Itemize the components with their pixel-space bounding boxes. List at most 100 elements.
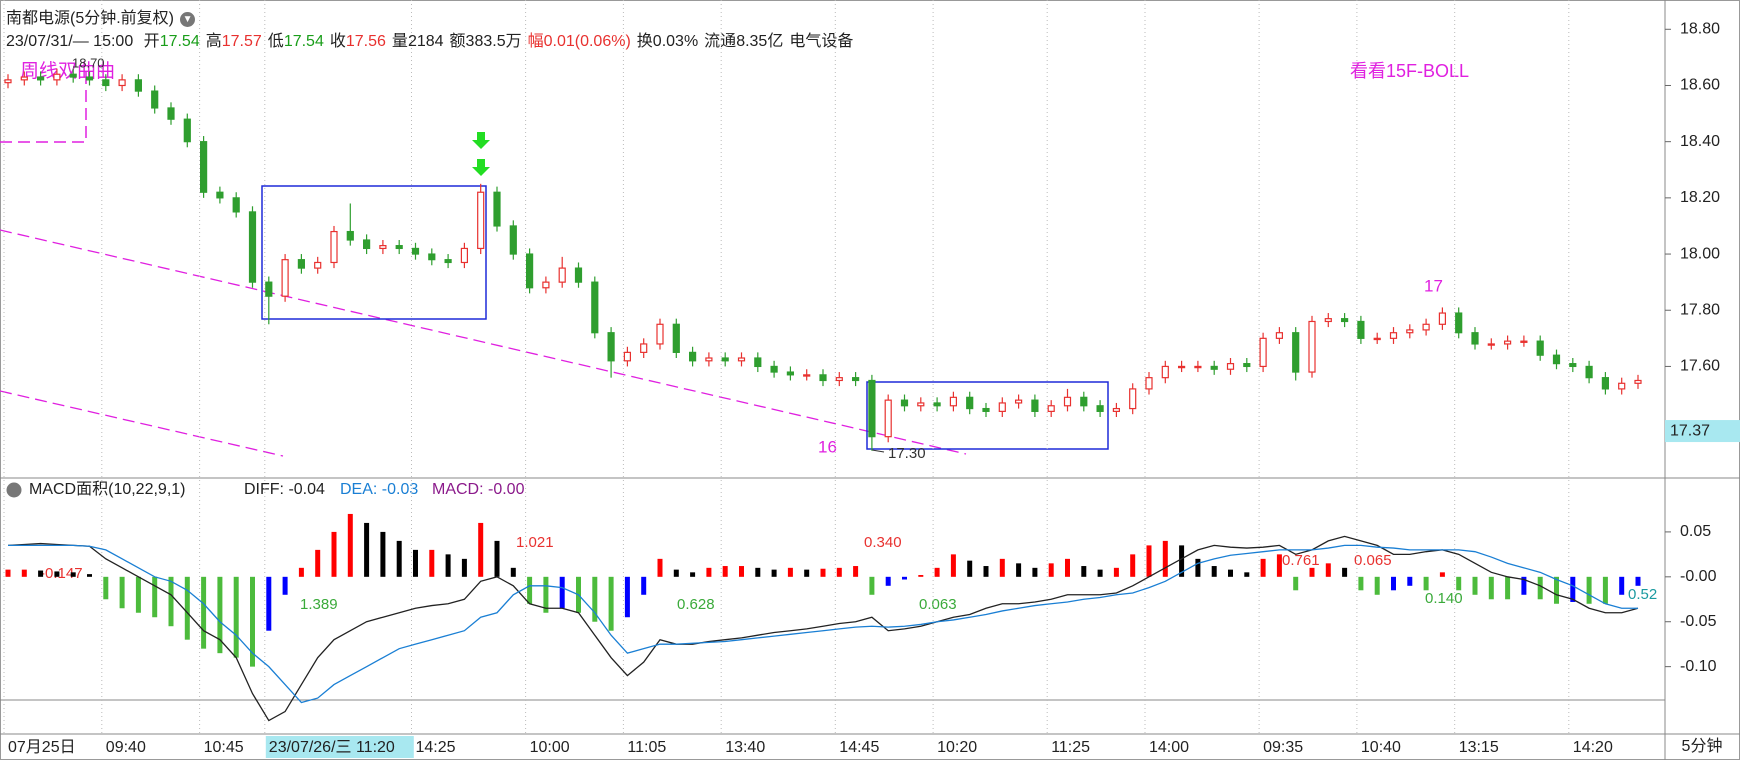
macd-bar [21,569,27,577]
candle-body [1422,323,1430,331]
candle-body [1194,365,1202,369]
macd-bar [902,576,907,580]
candle-body [395,245,403,250]
candle-body [1275,332,1284,339]
candle-body [917,402,925,407]
macd-bar [1081,566,1087,577]
candle-body [265,281,273,297]
quote-value: 17.54 [159,33,200,50]
macd-bar [1391,576,1396,591]
candle-body [574,267,583,283]
candle-body [346,230,354,241]
area-label: -0.147 [40,565,83,582]
candle-body [36,76,45,81]
candle-body [1569,363,1577,368]
macd-bar [1456,576,1462,591]
dropdown-icon[interactable]: ▼ [180,12,196,27]
macd-bar [1032,567,1038,577]
candle-body [167,107,175,120]
area-label: 0.52 [1628,586,1657,603]
macd-bar [168,576,174,627]
candle-body [232,197,240,213]
legend-entry: MACD: -0.00 [432,481,525,498]
macd-bar [1276,554,1282,577]
macd-bar [250,576,255,667]
x-tick-label: 09:40 [106,739,146,756]
macd-bar [1130,554,1136,577]
macd-bar [87,574,92,577]
candle-body [819,374,827,382]
candle-body [1503,340,1512,345]
candle-body [737,357,746,362]
candle-body [216,191,224,199]
candle-body [982,407,990,412]
candle-body [1259,337,1267,368]
candle-body [1177,365,1186,369]
macd-bar [266,576,272,631]
macd-bar [135,576,141,613]
macd-bar [217,576,223,654]
candle-body [411,247,420,255]
macd-bar [1439,572,1445,577]
quote-label: 幅 [527,33,544,50]
x-tick-label: 10:40 [1361,739,1401,756]
candle-body [493,191,501,227]
candle-body [1601,377,1610,390]
candle-body [786,371,795,376]
macd-bar [1244,572,1250,577]
macd-bar [1619,576,1625,595]
candle-body [1047,405,1055,412]
macd-bar [1570,576,1576,602]
macd-bar [298,567,304,577]
candle-body [1014,399,1023,404]
macd-bar [1602,576,1608,604]
candle-body [754,357,762,368]
quote-label: 收 [329,33,346,50]
macd-bar [836,567,842,577]
stock-title: 南都电源(5分钟.前复权) [6,10,175,27]
y-tick-label: 0.05 [1680,523,1711,540]
macd-bar [543,576,549,613]
x-tick-label: 13:40 [725,739,765,756]
macd-bar [1374,576,1380,595]
macd-bar [1309,567,1315,577]
quote-label: 量 [391,33,408,50]
macd-bar [624,576,630,618]
candle-body [1145,377,1153,390]
pane-icon[interactable] [6,482,22,498]
macd-bar [1097,569,1103,577]
candle-body [1455,312,1463,334]
macd-bar [1048,563,1054,577]
y-tick-label: 18.40 [1680,133,1720,150]
macd-bar [1146,545,1152,577]
macd-bar [331,531,337,577]
y-tick-label: -0.05 [1680,613,1717,630]
macd-bar [1586,576,1592,604]
x-tick-label: 14:20 [1573,739,1613,756]
macd-bar [673,569,679,577]
candle-body [1471,332,1479,345]
macd-bar [1293,576,1299,591]
indicator-title: MACD面积(10,22,9,1) [29,480,186,498]
candle-body [835,377,843,382]
sector: 电气设备 [789,33,854,50]
macd-bar [755,567,761,577]
x-tick-label: 10:00 [530,739,570,756]
annotation-bracket [0,66,87,143]
y-tick-label: 17.60 [1680,358,1720,375]
candle-body [1487,343,1495,346]
candle-body [1324,318,1332,323]
macd-bar [1635,576,1641,586]
x-tick-label: 11:25 [1051,739,1090,756]
macd-bar [690,572,696,577]
macd-bar [1113,567,1119,577]
macd-bar [722,566,728,577]
quote-value: 383.5万 [465,33,522,50]
macd-bar [1407,576,1413,586]
annotation: 看看15F-BOLL [1350,61,1469,81]
y-tick-label: 18.20 [1680,189,1720,206]
macd-bar [885,576,891,586]
macd-bar [70,572,76,577]
x-tick-label: 14:00 [1149,739,1189,756]
